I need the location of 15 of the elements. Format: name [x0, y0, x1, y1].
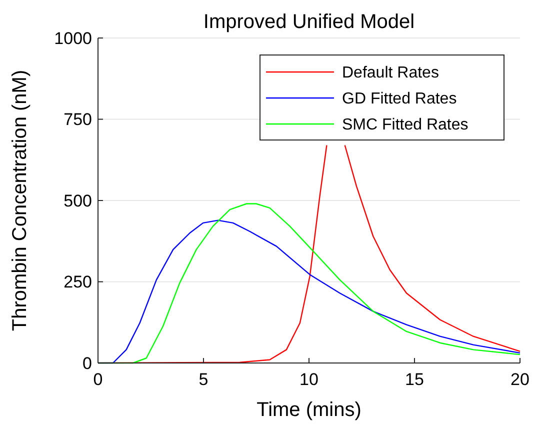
x-tick-label: 5 [198, 370, 208, 389]
legend-label: GD Fitted Rates [342, 90, 457, 108]
chart-title: Improved Unified Model [203, 11, 415, 33]
y-tick-label: 750 [64, 110, 92, 130]
y-tick-label: 0 [82, 354, 92, 373]
x-tick-label: 20 [510, 370, 530, 389]
legend-label: Default Rates [342, 64, 439, 82]
y-tick-label: 500 [64, 191, 92, 210]
x-axis-title: Time (mins) [256, 399, 362, 421]
y-tick-label: 1000 [54, 28, 92, 48]
y-tick-label: 250 [64, 272, 92, 292]
x-tick-label: 15 [405, 370, 424, 389]
legend-label: SMC Fitted Rates [342, 116, 468, 134]
y-axis-title: Thrombin Concentration (nM) [9, 70, 31, 332]
x-tick-label: 10 [300, 370, 318, 389]
